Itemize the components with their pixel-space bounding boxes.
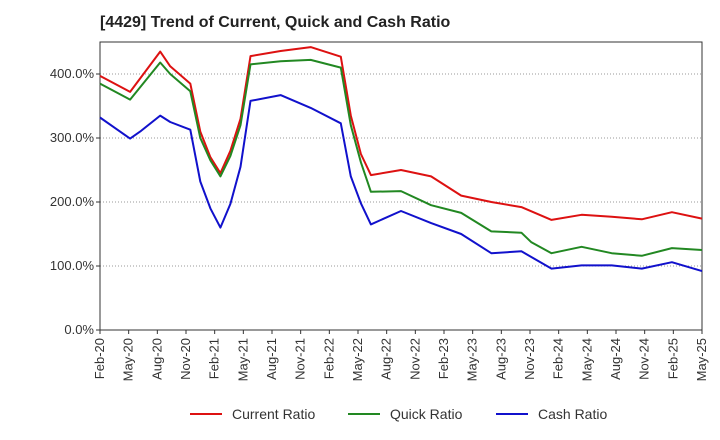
y-tick-label: 300.0% — [50, 130, 95, 145]
series-line-quick-ratio — [99, 58, 703, 257]
x-tick-label: Feb-22 — [321, 338, 336, 379]
x-tick-label: May-23 — [465, 338, 480, 381]
x-tick-label: Feb-21 — [207, 338, 222, 379]
x-tick-label: Feb-25 — [665, 338, 680, 379]
x-tick-label: Nov-24 — [637, 338, 652, 380]
plot-frame — [99, 41, 703, 331]
y-tick-label: 400.0% — [50, 66, 95, 81]
x-tick-label: May-25 — [694, 338, 709, 381]
x-tick-label: Nov-21 — [293, 338, 308, 380]
x-tick-label: May-20 — [121, 338, 136, 381]
y-tick-label: 200.0% — [50, 194, 95, 209]
x-tick-label: May-24 — [579, 338, 594, 381]
x-tick-label: Nov-20 — [178, 338, 193, 380]
x-tick-label: May-21 — [235, 338, 250, 381]
y-tick-label: 100.0% — [50, 258, 95, 273]
legend-label: Quick Ratio — [390, 406, 463, 422]
x-tick-label: Aug-24 — [608, 338, 623, 380]
legend-label: Current Ratio — [232, 406, 315, 422]
y-tick-label: 0.0% — [64, 322, 94, 337]
series-line-current-ratio — [99, 46, 703, 221]
x-tick-label: Aug-21 — [264, 338, 279, 380]
series-line-cash-ratio — [99, 94, 703, 273]
x-tick-label: Feb-23 — [436, 338, 451, 379]
x-tick-label: Aug-22 — [379, 338, 394, 380]
x-tick-label: Aug-23 — [493, 338, 508, 380]
x-tick-label: Feb-24 — [551, 338, 566, 379]
x-tick-label: Feb-20 — [92, 338, 107, 379]
x-tick-label: Aug-20 — [149, 338, 164, 380]
x-tick-label: Nov-22 — [407, 338, 422, 380]
x-tick-label: May-22 — [350, 338, 365, 381]
legend-label: Cash Ratio — [538, 406, 607, 422]
x-tick-label: Nov-23 — [522, 338, 537, 380]
chart-title: [4429] Trend of Current, Quick and Cash … — [100, 14, 451, 31]
